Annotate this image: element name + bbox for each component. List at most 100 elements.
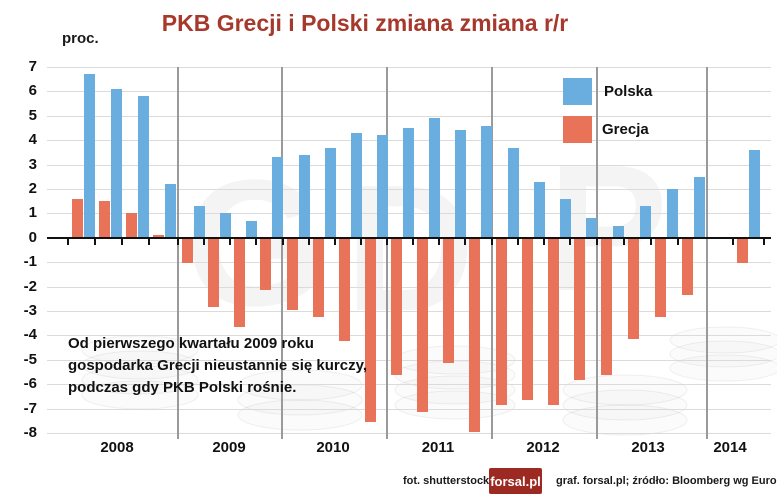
x-axis-tick bbox=[596, 237, 598, 245]
bar-polska-2008-q2 bbox=[111, 88, 122, 238]
bar-polska-2011-q2 bbox=[429, 118, 440, 238]
x-axis-tick bbox=[94, 237, 96, 245]
gridline bbox=[47, 384, 771, 386]
y-axis-tick-label: 7 bbox=[28, 58, 37, 75]
bar-grecja-2010-q2 bbox=[313, 238, 324, 317]
y-axis-tick-label: -3 bbox=[23, 302, 37, 319]
bar-grecja-2013-q4 bbox=[682, 238, 693, 295]
x-axis-tick bbox=[677, 237, 679, 245]
bar-polska-2013-q3 bbox=[667, 189, 678, 238]
gridline bbox=[47, 67, 771, 68]
bar-polska-2011-q3 bbox=[455, 130, 466, 238]
bar-grecja-2010-q3 bbox=[339, 238, 350, 342]
bar-grecja-2009-q2 bbox=[208, 238, 219, 308]
x-axis-label-2011: 2011 bbox=[421, 439, 455, 456]
x-axis-tick bbox=[308, 237, 310, 245]
y-axis-tick-label: -4 bbox=[23, 326, 37, 344]
bar-polska-2008-q3 bbox=[138, 96, 149, 238]
bar-polska-2012-q4 bbox=[586, 218, 597, 238]
gridline bbox=[47, 408, 771, 410]
zero-axis-line bbox=[47, 236, 771, 239]
x-axis-tick bbox=[412, 237, 414, 245]
bar-grecja-2008-q4 bbox=[153, 235, 164, 238]
bar-grecja-2011-q2 bbox=[417, 238, 428, 413]
x-axis-tick bbox=[177, 237, 179, 245]
bar-polska-2010-q3 bbox=[351, 132, 362, 238]
gridline bbox=[47, 335, 771, 337]
x-axis-tick bbox=[148, 237, 150, 245]
bar-polska-2014-q1 bbox=[749, 149, 760, 238]
bar-grecja-2013-q2 bbox=[628, 238, 639, 339]
bar-grecja-2008-q2 bbox=[99, 201, 110, 238]
x-axis-tick bbox=[623, 237, 625, 245]
gridline bbox=[47, 311, 771, 312]
bar-grecja-2012-q3 bbox=[548, 238, 559, 405]
x-axis-tick bbox=[650, 237, 652, 245]
x-axis-label-2010: 2010 bbox=[316, 439, 350, 456]
bar-polska-2013-q2 bbox=[640, 206, 651, 238]
bar-grecja-2011-q3 bbox=[443, 238, 454, 364]
year-separator-line bbox=[177, 67, 179, 439]
x-axis-tick bbox=[386, 237, 388, 245]
bar-grecja-2013-q3 bbox=[655, 238, 666, 317]
bar-grecja-2014-q1 bbox=[737, 238, 748, 264]
bar-polska-2008-q1 bbox=[84, 74, 95, 238]
bar-grecja-2009-q1 bbox=[182, 238, 193, 264]
x-axis-label-2009: 2009 bbox=[212, 439, 246, 456]
photo-credit: fot. shutterstock bbox=[403, 475, 490, 487]
y-axis-tick-label: -2 bbox=[23, 277, 37, 295]
bar-grecja-2011-q1 bbox=[391, 238, 402, 376]
bar-grecja-2012-q2 bbox=[522, 238, 533, 400]
x-axis-label-2012: 2012 bbox=[526, 439, 560, 456]
gridline bbox=[47, 359, 771, 361]
legend-label-grecja: Grecja bbox=[602, 121, 649, 138]
bar-polska-2012-q2 bbox=[534, 181, 545, 238]
x-axis-tick bbox=[517, 237, 519, 245]
bar-grecja-2012-q4 bbox=[574, 238, 585, 381]
bar-polska-2012-q3 bbox=[560, 198, 571, 238]
y-axis-unit-label: proc. bbox=[62, 30, 99, 47]
forsal-logo: forsal.pl bbox=[489, 468, 542, 494]
bar-polska-2009-q1 bbox=[194, 206, 205, 238]
plot-area: -8 -7 -6 -5 -4 -3 -2 -1 0 1 2 3 4 5 6 7 2008 2009 2010 2011… bbox=[24, 58, 771, 456]
x-axis-tick bbox=[732, 237, 734, 245]
y-axis-tick-label: 3 bbox=[28, 155, 37, 173]
x-axis-tick bbox=[121, 237, 123, 245]
y-axis-tick-label: -1 bbox=[23, 253, 37, 271]
y-axis-tick-label: 4 bbox=[28, 131, 37, 149]
x-axis-tick bbox=[438, 237, 440, 245]
x-axis-tick bbox=[203, 237, 205, 245]
bar-polska-2008-q4 bbox=[165, 184, 176, 238]
year-separator-line bbox=[281, 67, 283, 439]
annotation-line-2: gospodarka Grecji nieustannie się kurczy… bbox=[68, 357, 367, 374]
x-axis-tick bbox=[763, 237, 765, 245]
x-axis-tick bbox=[255, 237, 257, 245]
chart-title: PKB Grecji i Polski zmiana zmiana r/r bbox=[161, 10, 569, 36]
bar-polska-2012-q1 bbox=[508, 147, 519, 238]
bar-polska-2009-q4 bbox=[272, 157, 283, 238]
y-axis-tick-label: 5 bbox=[28, 106, 37, 124]
bar-grecja-2008-q1 bbox=[72, 198, 83, 238]
x-axis-tick bbox=[360, 237, 362, 245]
y-axis-tick-label: 1 bbox=[28, 204, 37, 222]
x-axis-tick bbox=[334, 237, 336, 245]
y-axis-tick-label: -8 bbox=[23, 424, 37, 441]
x-axis-tick bbox=[491, 237, 493, 245]
bar-polska-2009-q3 bbox=[246, 220, 257, 238]
footer-bar: fot. shutterstock forsal.pl graf. forsal… bbox=[0, 463, 777, 500]
y-axis-tick-label: -5 bbox=[23, 350, 37, 368]
annotation-line-3: podczas gdy PKB Polski rośnie. bbox=[68, 379, 297, 396]
bar-grecja-2012-q1 bbox=[496, 238, 507, 405]
bar-polska-2013-q4 bbox=[694, 176, 705, 238]
x-axis-label-2014: 2014 bbox=[713, 439, 747, 456]
bar-polska-2013-q1 bbox=[613, 225, 624, 238]
y-axis-tick-label: 2 bbox=[28, 180, 37, 197]
bar-grecja-2009-q3 bbox=[234, 238, 245, 327]
bar-grecja-2013-q1 bbox=[601, 238, 612, 376]
annotation-text: Od pierwszego kwartału 2009 roku gospoda… bbox=[68, 333, 408, 399]
x-axis-tick bbox=[282, 237, 284, 245]
y-axis-tick-label: 0 bbox=[28, 228, 37, 246]
gridline bbox=[47, 286, 771, 288]
year-separator-line bbox=[491, 67, 493, 439]
